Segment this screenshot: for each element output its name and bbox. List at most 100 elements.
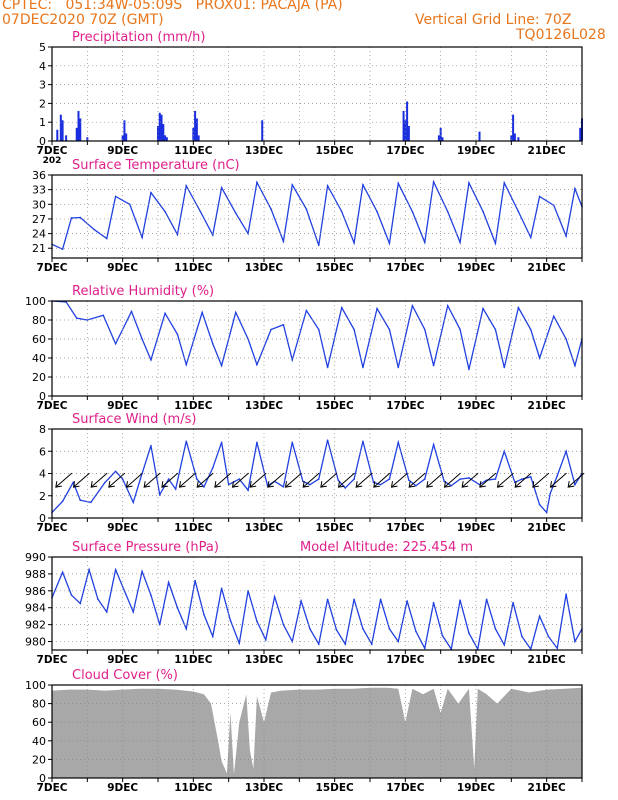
data-point (139, 478, 142, 480)
wind-arrow (90, 472, 108, 488)
data-point (326, 598, 329, 601)
data-point (372, 481, 375, 484)
x-tick-label: 15DEC (316, 145, 355, 157)
data-point (234, 212, 237, 214)
data-point (317, 244, 320, 247)
x-tick-label: 19DEC (457, 262, 496, 274)
y-tick-label: 0 (39, 390, 46, 403)
data-point (61, 248, 64, 251)
x-tick-label: 7DEC (37, 262, 68, 274)
precip-bar (157, 125, 159, 141)
data-point (185, 440, 188, 443)
data-point (344, 643, 347, 645)
data-point (114, 470, 117, 473)
data-point (194, 579, 196, 582)
wind-arrow (373, 472, 391, 488)
data-point (538, 615, 541, 617)
panel-4: Surface Pressure (hPa) Model Altitude: 22… (25, 540, 583, 666)
data-point (411, 210, 414, 213)
data-point (102, 314, 105, 317)
data-point (174, 488, 177, 490)
data-point (291, 183, 294, 186)
x-tick-label: 21DEC (528, 400, 567, 412)
y-tick-label: 100 (25, 295, 46, 308)
wind-arrow (355, 472, 373, 488)
data-point (337, 479, 340, 481)
data-point (362, 628, 364, 630)
wind-arrow-head (90, 481, 98, 488)
data-point (397, 640, 400, 643)
data-point (203, 486, 205, 488)
data-point (220, 587, 223, 590)
panel-title: Surface Wind (m/s) (72, 412, 196, 427)
data-point (556, 474, 559, 477)
wind-arrow (232, 472, 249, 488)
data-point (494, 328, 497, 331)
wind-arrow-head (426, 481, 433, 488)
data-point (150, 359, 152, 361)
data-point (459, 328, 461, 331)
precip-bar (441, 137, 444, 141)
data-point (521, 635, 523, 638)
wind-arrow-head (320, 481, 327, 488)
data-point (199, 210, 202, 213)
wind-arrow-head (496, 481, 504, 488)
panel-5: Cloud Cover (%) 0 20 40 60 80 100 7DEC 9DEC 11DEC… (25, 668, 583, 794)
precip-bar (579, 127, 582, 141)
data-point (264, 639, 267, 641)
y-tick-label: 40 (32, 352, 46, 365)
x-tick-label: 17DEC (386, 654, 425, 666)
data-point (565, 593, 567, 595)
data-point (227, 483, 230, 486)
data-point (529, 328, 532, 331)
wind-arrow-head (108, 481, 115, 488)
data-point (521, 478, 523, 480)
precip-bar (158, 112, 161, 141)
wind-arrow (73, 472, 90, 488)
data-point (362, 366, 364, 369)
data-point (234, 311, 237, 314)
data-point (291, 441, 294, 444)
data-point (61, 571, 64, 574)
data-point (164, 312, 166, 315)
data-point (468, 182, 470, 184)
wind-arrow-head (55, 481, 62, 488)
data-point (229, 619, 232, 622)
data-point (158, 493, 161, 496)
data-point (121, 478, 124, 480)
precip-bar (402, 110, 405, 141)
data-point (468, 368, 470, 371)
data-point (397, 366, 400, 369)
wind-arrow-head (390, 481, 398, 488)
data-point (388, 328, 391, 331)
data-point (93, 228, 96, 231)
precip-bar (59, 114, 62, 141)
y-tick-label: 8 (39, 423, 46, 436)
data-point (203, 613, 205, 616)
data-point (432, 601, 435, 604)
data-point (529, 236, 532, 239)
wind-arrow-head (72, 481, 80, 488)
data-point (291, 359, 294, 361)
data-point (167, 581, 170, 584)
wind-arrow-head (408, 481, 416, 488)
wind-arrow-head (267, 481, 274, 488)
data-point (552, 204, 555, 207)
data-point (547, 635, 550, 638)
data-point (340, 210, 343, 213)
data-point (376, 210, 378, 213)
x-tick-label: 13DEC (245, 400, 284, 412)
plot-frame (51, 174, 583, 259)
precip-bar (513, 133, 516, 141)
wind-arrow (267, 472, 285, 488)
precip-bar (195, 118, 198, 141)
data-point (282, 486, 285, 488)
wind-arrow (514, 472, 532, 488)
x-tick-label: 17DEC (386, 145, 425, 157)
panel-0: Precipitation (mm/h) 0 1 2 3 4 5 7DEC 9DEC 11DEC 1… (37, 30, 583, 166)
wind-arrow-head (231, 481, 239, 488)
x-tick-label: 7DEC (37, 145, 68, 157)
panel-title: Relative Humidity (%) (72, 284, 214, 299)
precip-bar (192, 127, 195, 141)
